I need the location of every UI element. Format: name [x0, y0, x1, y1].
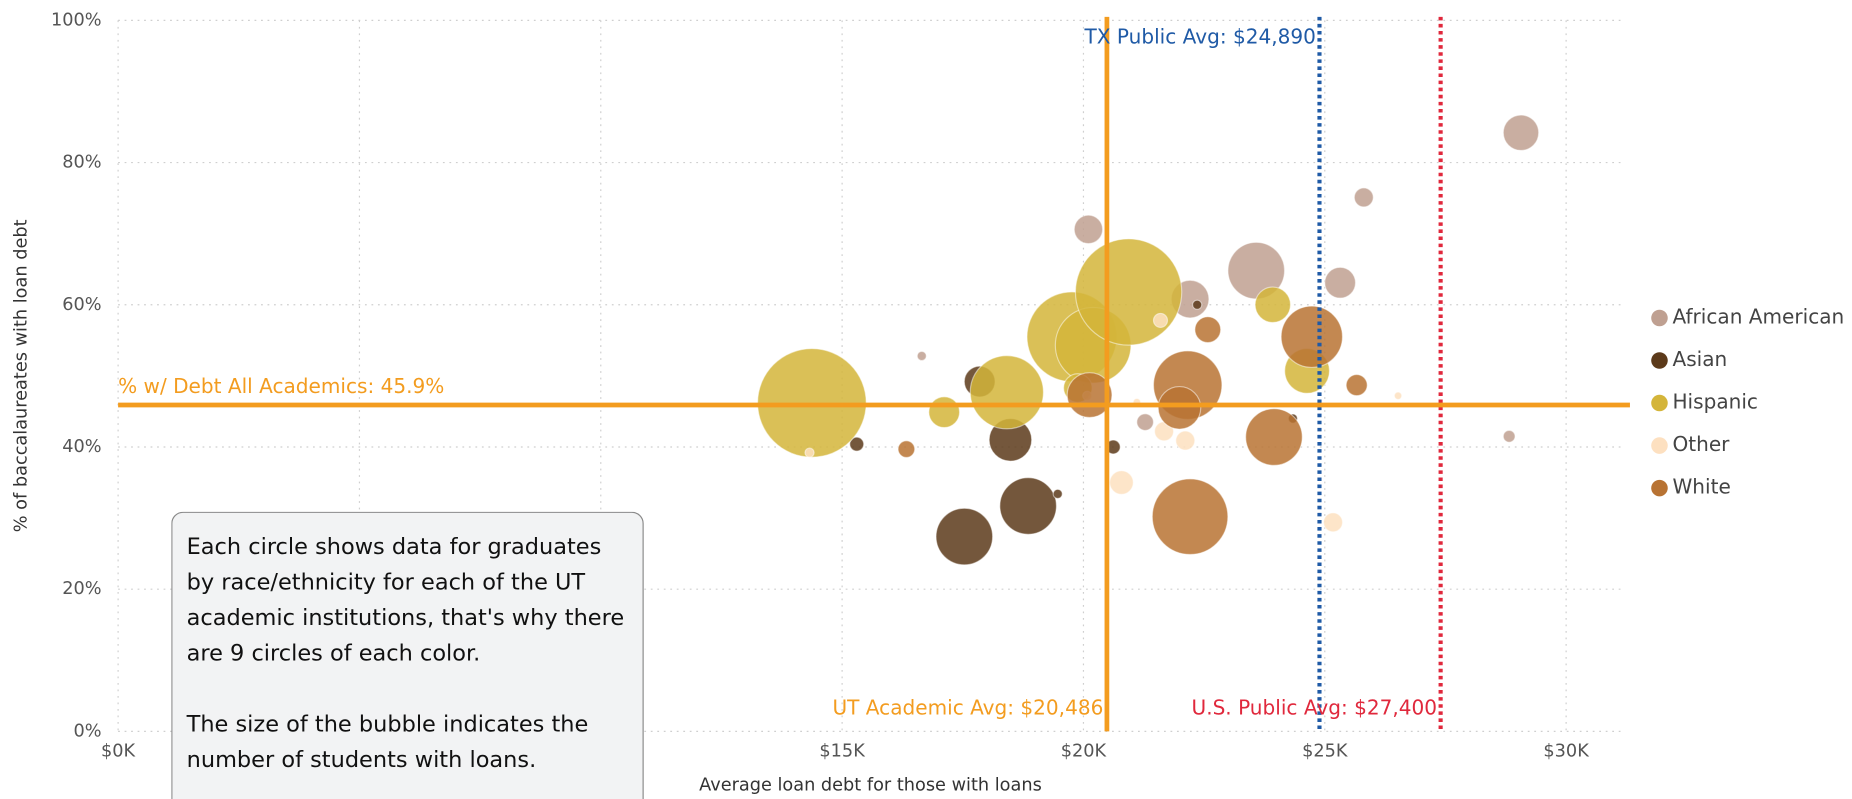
bubble — [1502, 429, 1516, 443]
reference-label: % w/ Debt All Academics: 45.9% — [118, 374, 444, 398]
bubble — [928, 396, 961, 429]
note-text: The size of the bubble indicates the num… — [186, 711, 589, 773]
x-tick-label: $20K — [1061, 741, 1107, 761]
reference-label: UT Academic Avg: $20,486 — [832, 695, 1103, 719]
bubble — [1136, 413, 1155, 432]
bubble — [1157, 385, 1202, 430]
legend-label: Hispanic — [1672, 390, 1757, 414]
bubble — [1109, 470, 1134, 495]
bubble — [1353, 187, 1374, 208]
legend-label: African American — [1672, 305, 1844, 329]
note-box: Each circle shows data for graduates by … — [171, 511, 644, 799]
bubble — [1322, 512, 1344, 533]
legend-marker — [1651, 479, 1668, 497]
y-axis-label: % of baccalaureates with loan debt — [11, 219, 31, 532]
bubble — [1280, 305, 1344, 369]
bubble — [1393, 391, 1403, 401]
bubble — [1192, 299, 1203, 310]
legend-label: Asian — [1672, 347, 1727, 371]
bubble — [1152, 312, 1169, 328]
bubble — [1345, 373, 1368, 397]
bubble — [969, 355, 1045, 430]
bubble — [897, 440, 916, 459]
reference-label: TX Public Avg: $24,890 — [1084, 25, 1316, 49]
legend-marker — [1651, 437, 1668, 454]
bubble — [1324, 266, 1357, 299]
x-axis-label: Average loan debt for those with loans — [699, 776, 1042, 796]
y-tick-label: 0% — [73, 721, 101, 741]
bubble — [1502, 114, 1540, 152]
x-tick-label: $25K — [1302, 741, 1348, 761]
reference-label: U.S. Public Avg: $27,400 — [1192, 695, 1438, 719]
note: Each circle shows data for graduates by … — [171, 511, 644, 799]
bubble — [849, 436, 865, 452]
legend-label: White — [1672, 475, 1730, 499]
bubble — [999, 477, 1058, 535]
legend-label: Other — [1672, 432, 1730, 456]
bubble — [1151, 478, 1229, 556]
bubble — [935, 507, 994, 566]
x-tick-label: $15K — [819, 741, 865, 761]
bubble — [1194, 316, 1222, 344]
bubble — [916, 350, 927, 362]
legend-marker — [1651, 394, 1668, 412]
x-tick-label: $0K — [101, 741, 136, 761]
y-tick-label: 80% — [62, 153, 101, 173]
bubble — [1245, 408, 1303, 466]
legend-marker — [1651, 309, 1668, 327]
note-text: Each circle shows data for graduates by … — [186, 534, 625, 667]
bubble — [804, 447, 815, 458]
bubble — [1074, 238, 1183, 346]
y-tick-label: 100% — [51, 10, 102, 30]
x-tick-label: $30K — [1543, 741, 1589, 761]
bubble — [1052, 488, 1063, 500]
bubble — [1175, 430, 1196, 451]
bubble — [1073, 214, 1104, 245]
y-tick-label: 60% — [62, 295, 101, 315]
y-tick-label: 20% — [62, 579, 101, 599]
y-tick-label: 40% — [62, 437, 101, 457]
legend-marker — [1651, 352, 1668, 369]
bubble — [1254, 286, 1292, 324]
